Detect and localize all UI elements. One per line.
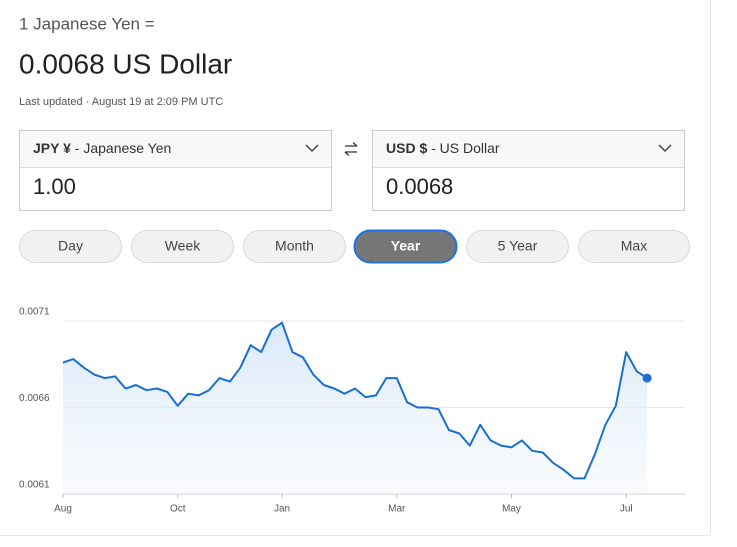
x-tick-label: Oct: [170, 504, 186, 515]
currency-code: JPY ¥: [33, 140, 71, 156]
range-button-label[interactable]: Month: [275, 238, 314, 254]
select-bg[interactable]: [20, 131, 331, 167]
amount-input[interactable]: 0.0068: [386, 174, 453, 199]
area: [63, 322, 648, 494]
range-button-label[interactable]: Max: [621, 238, 647, 254]
range-button-label[interactable]: Week: [165, 238, 202, 254]
range-button[interactable]: [578, 230, 690, 263]
to-currency: USD $ - US Dollar 0.0068: [372, 130, 685, 211]
end-point: [642, 373, 652, 383]
last-updated: Last updated · August 19 at 2:09 PM UTC: [19, 96, 223, 108]
currency-name: - US Dollar: [427, 140, 500, 156]
y-tick-label: 0.0061: [19, 480, 50, 491]
amount-input[interactable]: 1.00: [33, 174, 76, 199]
rate-value: 0.0068 US Dollar: [19, 48, 232, 79]
currency-code: USD $: [386, 140, 427, 156]
chart: 0.0061 0.0066 0.0071 Aug Oct Jan Mar May Jul: [19, 307, 685, 515]
chevron[interactable]: [305, 144, 319, 153]
currency-select[interactable]: USD $ - US Dollar: [386, 140, 500, 156]
range-button[interactable]: [131, 230, 234, 263]
x-tick-label: May: [502, 504, 521, 515]
range-button[interactable]: [243, 230, 346, 263]
swap-icon[interactable]: [344, 142, 358, 156]
currency-name: - Japanese Yen: [71, 140, 171, 156]
x-tick-label: Aug: [54, 504, 72, 515]
range-button[interactable]: [466, 230, 569, 263]
range-button-label[interactable]: Year: [391, 238, 421, 254]
range-button-label[interactable]: 5 Year: [498, 238, 538, 254]
range-button-label[interactable]: Day: [58, 238, 83, 254]
rate-label: 1 Japanese Yen =: [19, 14, 155, 33]
x-tick-label: Jan: [274, 504, 290, 515]
select-bg[interactable]: [373, 131, 684, 167]
line: [62, 321, 648, 480]
range-button[interactable]: [19, 230, 122, 263]
from-currency: JPY ¥ - Japanese Yen 1.00: [19, 130, 332, 211]
range-buttons: Day Week Month Year 5 Year Max: [19, 229, 690, 264]
y-tick-label: 0.0071: [19, 307, 50, 318]
x-tick-label: Mar: [388, 504, 406, 515]
range-button[interactable]: [353, 229, 458, 264]
x-tick-label: Jul: [620, 504, 633, 515]
currency-select[interactable]: JPY ¥ - Japanese Yen: [33, 140, 171, 156]
chevron[interactable]: [658, 144, 672, 153]
y-tick-label: 0.0066: [19, 393, 50, 404]
